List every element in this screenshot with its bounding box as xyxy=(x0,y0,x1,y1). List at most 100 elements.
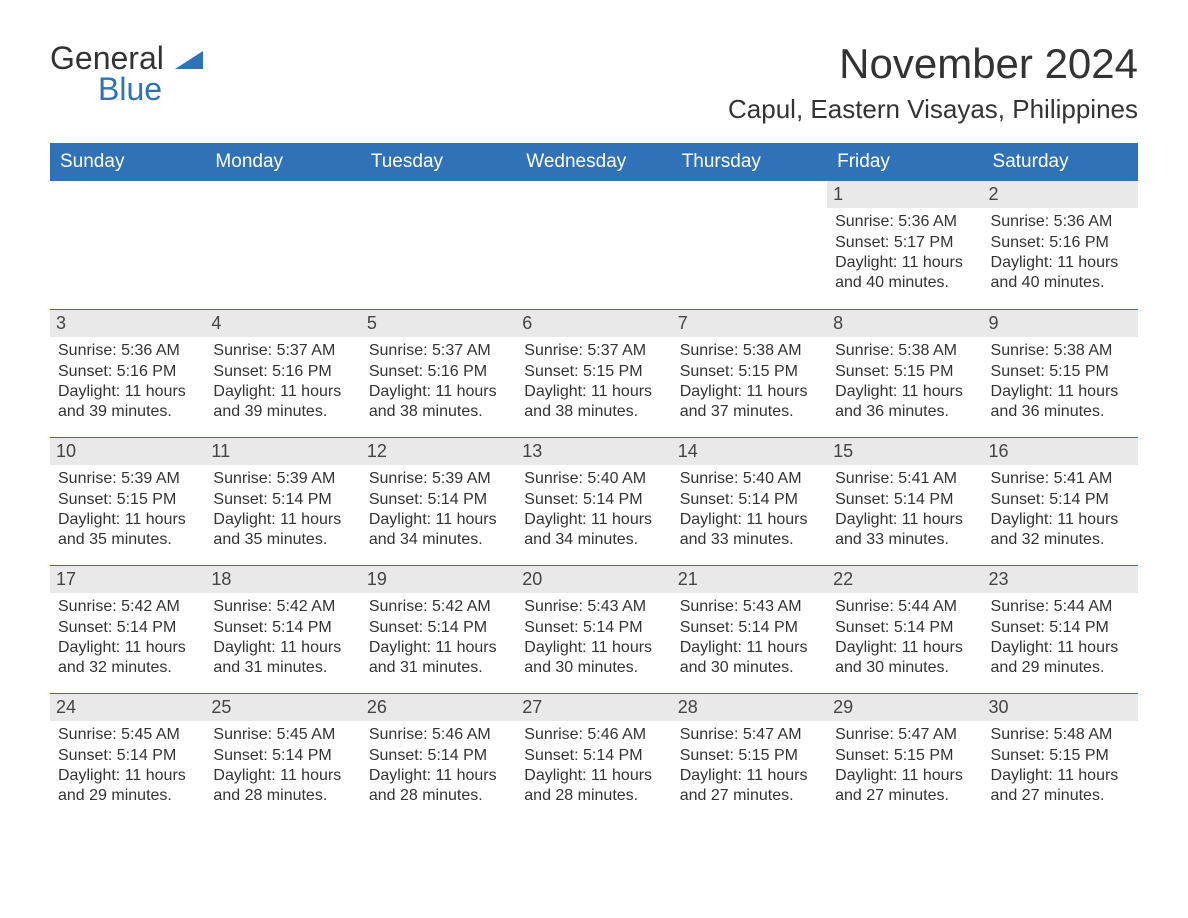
sunset-text: Sunset: 5:14 PM xyxy=(213,746,352,766)
dl2-text: and 36 minutes. xyxy=(835,402,974,422)
sunset-text: Sunset: 5:14 PM xyxy=(58,618,197,638)
sunset-text: Sunset: 5:14 PM xyxy=(680,490,819,510)
day-number: 20 xyxy=(516,566,671,593)
dl2-text: and 28 minutes. xyxy=(369,786,508,806)
sunrise-text: Sunrise: 5:42 AM xyxy=(369,597,508,617)
dl2-text: and 34 minutes. xyxy=(524,530,663,550)
sunset-text: Sunset: 5:15 PM xyxy=(524,362,663,382)
location-subtitle: Capul, Eastern Visayas, Philippines xyxy=(728,94,1138,125)
dl1-text: Daylight: 11 hours xyxy=(680,510,819,530)
calendar-cell: 17Sunrise: 5:42 AMSunset: 5:14 PMDayligh… xyxy=(50,566,205,693)
sunset-text: Sunset: 5:14 PM xyxy=(369,490,508,510)
weeks-container: 1Sunrise: 5:36 AMSunset: 5:17 PMDaylight… xyxy=(50,181,1138,821)
dl2-text: and 27 minutes. xyxy=(680,786,819,806)
sunset-text: Sunset: 5:14 PM xyxy=(213,618,352,638)
dl2-text: and 35 minutes. xyxy=(213,530,352,550)
day-number: 23 xyxy=(983,566,1138,593)
logo-triangle-icon xyxy=(175,51,203,71)
day-number: 6 xyxy=(516,310,671,337)
sunset-text: Sunset: 5:14 PM xyxy=(524,746,663,766)
sunrise-text: Sunrise: 5:43 AM xyxy=(524,597,663,617)
calendar-cell: 16Sunrise: 5:41 AMSunset: 5:14 PMDayligh… xyxy=(983,438,1138,565)
dl1-text: Daylight: 11 hours xyxy=(213,638,352,658)
dl2-text: and 34 minutes. xyxy=(369,530,508,550)
sunrise-text: Sunrise: 5:46 AM xyxy=(524,725,663,745)
page: General Blue November 2024 Capul, Easter… xyxy=(0,0,1188,851)
sunset-text: Sunset: 5:14 PM xyxy=(369,618,508,638)
day-number: 11 xyxy=(205,438,360,465)
calendar: Sunday Monday Tuesday Wednesday Thursday… xyxy=(50,143,1138,821)
calendar-cell: 2Sunrise: 5:36 AMSunset: 5:16 PMDaylight… xyxy=(983,181,1138,309)
sunset-text: Sunset: 5:14 PM xyxy=(213,490,352,510)
dl1-text: Daylight: 11 hours xyxy=(58,382,197,402)
week-row: 1Sunrise: 5:36 AMSunset: 5:17 PMDaylight… xyxy=(50,181,1138,309)
day-number: 10 xyxy=(50,438,205,465)
sunset-text: Sunset: 5:14 PM xyxy=(58,746,197,766)
day-number: 22 xyxy=(827,566,982,593)
sunrise-text: Sunrise: 5:37 AM xyxy=(524,341,663,361)
dl1-text: Daylight: 11 hours xyxy=(680,382,819,402)
calendar-cell xyxy=(205,181,360,309)
sunrise-text: Sunrise: 5:42 AM xyxy=(213,597,352,617)
dl1-text: Daylight: 11 hours xyxy=(991,766,1130,786)
sunrise-text: Sunrise: 5:41 AM xyxy=(991,469,1130,489)
calendar-cell: 23Sunrise: 5:44 AMSunset: 5:14 PMDayligh… xyxy=(983,566,1138,693)
day-header-thursday: Thursday xyxy=(672,143,827,181)
dl2-text: and 27 minutes. xyxy=(991,786,1130,806)
sunset-text: Sunset: 5:15 PM xyxy=(680,362,819,382)
week-row: 3Sunrise: 5:36 AMSunset: 5:16 PMDaylight… xyxy=(50,309,1138,437)
day-number: 25 xyxy=(205,694,360,721)
calendar-cell: 27Sunrise: 5:46 AMSunset: 5:14 PMDayligh… xyxy=(516,694,671,821)
dl1-text: Daylight: 11 hours xyxy=(524,510,663,530)
sunrise-text: Sunrise: 5:46 AM xyxy=(369,725,508,745)
dl2-text: and 39 minutes. xyxy=(213,402,352,422)
dl2-text: and 40 minutes. xyxy=(835,273,974,293)
calendar-cell: 21Sunrise: 5:43 AMSunset: 5:14 PMDayligh… xyxy=(672,566,827,693)
sunrise-text: Sunrise: 5:38 AM xyxy=(991,341,1130,361)
dl2-text: and 31 minutes. xyxy=(369,658,508,678)
day-number: 18 xyxy=(205,566,360,593)
sunset-text: Sunset: 5:16 PM xyxy=(369,362,508,382)
sunrise-text: Sunrise: 5:48 AM xyxy=(991,725,1130,745)
sunset-text: Sunset: 5:16 PM xyxy=(991,233,1130,253)
day-number: 14 xyxy=(672,438,827,465)
sunset-text: Sunset: 5:16 PM xyxy=(58,362,197,382)
dl2-text: and 28 minutes. xyxy=(524,786,663,806)
calendar-cell: 22Sunrise: 5:44 AMSunset: 5:14 PMDayligh… xyxy=(827,566,982,693)
month-title: November 2024 xyxy=(728,40,1138,88)
dl1-text: Daylight: 11 hours xyxy=(213,382,352,402)
sunrise-text: Sunrise: 5:36 AM xyxy=(991,212,1130,232)
day-number: 3 xyxy=(50,310,205,337)
sunset-text: Sunset: 5:15 PM xyxy=(991,746,1130,766)
calendar-cell: 1Sunrise: 5:36 AMSunset: 5:17 PMDaylight… xyxy=(827,181,982,309)
dl2-text: and 35 minutes. xyxy=(58,530,197,550)
sunrise-text: Sunrise: 5:47 AM xyxy=(835,725,974,745)
calendar-cell: 18 Sunrise: 5:42 AMSunset: 5:14 PMDayligh… xyxy=(205,566,360,693)
calendar-cell: 13Sunrise: 5:40 AMSunset: 5:14 PMDayligh… xyxy=(516,438,671,565)
dl1-text: Daylight: 11 hours xyxy=(524,638,663,658)
dl2-text: and 27 minutes. xyxy=(835,786,974,806)
dl1-text: Daylight: 11 hours xyxy=(369,510,508,530)
sunrise-text: Sunrise: 5:38 AM xyxy=(835,341,974,361)
sunrise-text: Sunrise: 5:43 AM xyxy=(680,597,819,617)
dl2-text: and 30 minutes. xyxy=(524,658,663,678)
sunrise-text: Sunrise: 5:38 AM xyxy=(680,341,819,361)
day-number: 16 xyxy=(983,438,1138,465)
calendar-cell: 20Sunrise: 5:43 AMSunset: 5:14 PMDayligh… xyxy=(516,566,671,693)
logo: General Blue xyxy=(50,40,203,108)
calendar-cell: 11Sunrise: 5:39 AMSunset: 5:14 PMDayligh… xyxy=(205,438,360,565)
week-row: 10Sunrise: 5:39 AMSunset: 5:15 PMDayligh… xyxy=(50,437,1138,565)
calendar-cell: 7Sunrise: 5:38 AMSunset: 5:15 PMDaylight… xyxy=(672,310,827,437)
dl2-text: and 29 minutes. xyxy=(58,786,197,806)
sunset-text: Sunset: 5:15 PM xyxy=(991,362,1130,382)
sunrise-text: Sunrise: 5:40 AM xyxy=(680,469,819,489)
sunset-text: Sunset: 5:15 PM xyxy=(680,746,819,766)
dl2-text: and 38 minutes. xyxy=(369,402,508,422)
dl1-text: Daylight: 11 hours xyxy=(680,766,819,786)
day-number: 27 xyxy=(516,694,671,721)
dl1-text: Daylight: 11 hours xyxy=(835,510,974,530)
day-number: 26 xyxy=(361,694,516,721)
calendar-cell xyxy=(50,181,205,309)
dl2-text: and 30 minutes. xyxy=(680,658,819,678)
sunrise-text: Sunrise: 5:42 AM xyxy=(58,597,197,617)
